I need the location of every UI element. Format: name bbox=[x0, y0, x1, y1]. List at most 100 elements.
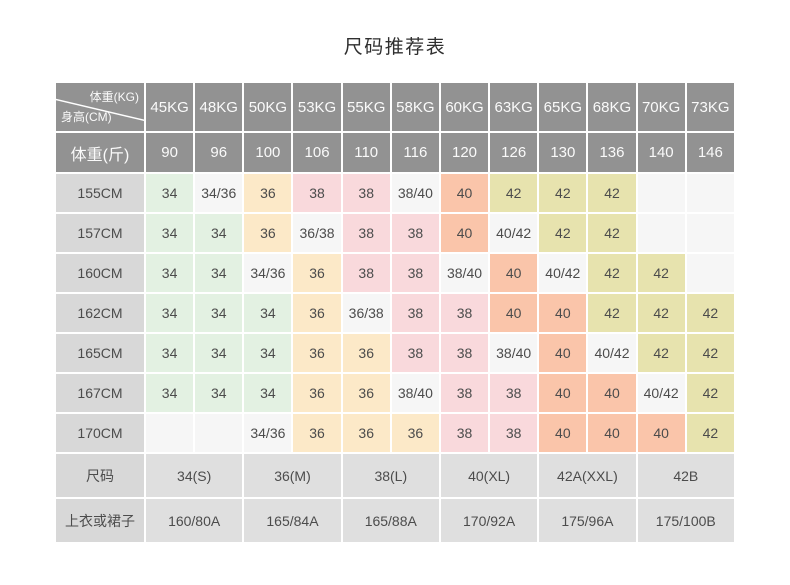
jin-value-cell: 90 bbox=[143, 131, 196, 174]
size-cell: 40/42 bbox=[537, 252, 589, 294]
size-cell: 42 bbox=[586, 292, 638, 334]
size-cell: 36 bbox=[291, 332, 343, 374]
size-cell: 40 bbox=[537, 292, 589, 334]
size-cell: 36/38 bbox=[340, 292, 392, 334]
size-cell: 38 bbox=[438, 412, 491, 454]
size-cell: 34 bbox=[143, 292, 196, 334]
size-cell: 42 bbox=[635, 332, 687, 374]
size-cell bbox=[684, 212, 737, 254]
kg-header-cell: 58KG bbox=[389, 81, 441, 133]
size-cell: 34/36 bbox=[242, 252, 294, 294]
size-cell: 40 bbox=[537, 372, 589, 414]
size-grid-body: 155CM 34 34/36 36 38 38 38/40 40 42 42 42 157CM 34 34… bbox=[54, 172, 737, 454]
jin-value-cell: 126 bbox=[488, 131, 540, 174]
jin-value-cell: 100 bbox=[242, 131, 294, 174]
size-cell: 34 bbox=[242, 332, 294, 374]
kg-header-cell: 68KG bbox=[586, 81, 638, 133]
height-row: 155CM 34 34/36 36 38 38 38/40 40 42 42 42 bbox=[54, 172, 737, 214]
page-title: 尺码推荐表 bbox=[343, 37, 447, 58]
jin-value-cell: 146 bbox=[684, 131, 737, 174]
size-cell bbox=[143, 412, 196, 454]
size-cell: 34 bbox=[193, 292, 245, 334]
size-cell: 38 bbox=[488, 412, 540, 454]
size-cell: 40 bbox=[586, 372, 638, 414]
height-row: 170CM 34/36 36 36 36 38 38 40 40 40 42 bbox=[54, 412, 737, 454]
size-cell: 38/40 bbox=[389, 172, 441, 214]
size-cell: 38 bbox=[340, 252, 392, 294]
size-cell: 40 bbox=[488, 252, 540, 294]
kg-header-cell: 70KG bbox=[635, 81, 687, 133]
size-cell: 42 bbox=[488, 172, 540, 214]
size-cell: 40 bbox=[438, 212, 491, 254]
size-name-cell: 40(XL) bbox=[438, 452, 540, 499]
size-cell: 42 bbox=[586, 252, 638, 294]
size-cell: 38 bbox=[340, 212, 392, 254]
kg-header-cell: 63KG bbox=[488, 81, 540, 133]
garment-spec-row: 上衣或裙子 160/80A 165/84A 165/88A 170/92A 175/96… bbox=[54, 497, 737, 544]
size-chart-table: 体重(KG) 身高(CM) 45KG 48KG 50KG 53KG 55KG 58KG 60… bbox=[54, 81, 737, 544]
size-cell: 34 bbox=[143, 212, 196, 254]
size-cell: 34 bbox=[143, 372, 196, 414]
kg-header-cell: 55KG bbox=[340, 81, 392, 133]
size-cell: 36 bbox=[340, 412, 392, 454]
corner-weight-label: 体重(KG) bbox=[89, 90, 139, 104]
size-cell: 42 bbox=[586, 172, 638, 214]
size-cell: 34 bbox=[193, 252, 245, 294]
height-label-cell: 157CM bbox=[54, 212, 146, 254]
weight-jin-header-row: 体重(斤) 90 96 100 106 110 116 120 126 130 136 140 146 bbox=[54, 131, 737, 174]
size-cell: 38 bbox=[488, 372, 540, 414]
size-cell: 36 bbox=[242, 172, 294, 214]
size-cell: 36 bbox=[340, 372, 392, 414]
kg-header-cell: 65KG bbox=[537, 81, 589, 133]
jin-label-cell: 体重(斤) bbox=[54, 131, 146, 174]
size-cell: 40/42 bbox=[488, 212, 540, 254]
size-cell: 34/36 bbox=[193, 172, 245, 214]
size-name-cell: 38(L) bbox=[340, 452, 441, 499]
jin-value-cell: 106 bbox=[291, 131, 343, 174]
jin-value-cell: 120 bbox=[438, 131, 491, 174]
size-cell: 42 bbox=[537, 212, 589, 254]
size-cell: 40 bbox=[537, 412, 589, 454]
garment-spec-cell: 175/100B bbox=[635, 497, 737, 544]
size-cell: 40/42 bbox=[586, 332, 638, 374]
size-name-cell: 36(M) bbox=[242, 452, 343, 499]
jin-value-cell: 136 bbox=[586, 131, 638, 174]
size-name-row: 尺码 34(S) 36(M) 38(L) 40(XL) 42A(XXL) 42B bbox=[54, 452, 737, 499]
size-cell: 38 bbox=[389, 252, 441, 294]
size-cell: 40 bbox=[635, 412, 687, 454]
size-cell: 36 bbox=[340, 332, 392, 374]
size-cell: 34 bbox=[242, 292, 294, 334]
corner-header-cell: 体重(KG) 身高(CM) bbox=[54, 81, 146, 133]
kg-header-cell: 60KG bbox=[438, 81, 491, 133]
garment-spec-cell: 165/88A bbox=[340, 497, 441, 544]
size-cell: 34 bbox=[193, 372, 245, 414]
size-cell bbox=[635, 172, 687, 214]
height-label-cell: 167CM bbox=[54, 372, 146, 414]
weight-kg-header-row: 体重(KG) 身高(CM) 45KG 48KG 50KG 53KG 55KG 58KG 60… bbox=[54, 81, 737, 133]
kg-header-cell: 50KG bbox=[242, 81, 294, 133]
height-row: 160CM 34 34 34/36 36 38 38 38/40 40 40/42 42 42 bbox=[54, 252, 737, 294]
jin-value-cell: 96 bbox=[193, 131, 245, 174]
kg-header-cell: 73KG bbox=[684, 81, 737, 133]
size-cell: 40 bbox=[537, 332, 589, 374]
size-name-cell: 42B bbox=[635, 452, 737, 499]
size-name-cell: 34(S) bbox=[143, 452, 245, 499]
size-cell: 42 bbox=[684, 372, 737, 414]
garment-spec-cell: 175/96A bbox=[537, 497, 638, 544]
corner-height-label: 身高(CM) bbox=[61, 110, 112, 124]
size-name-cell: 42A(XXL) bbox=[537, 452, 638, 499]
size-cell: 38 bbox=[438, 292, 491, 334]
size-cell: 34 bbox=[193, 332, 245, 374]
kg-header-cell: 45KG bbox=[143, 81, 196, 133]
size-cell bbox=[684, 252, 737, 294]
size-cell: 38/40 bbox=[488, 332, 540, 374]
height-row: 165CM 34 34 34 36 36 38 38 38/40 40 40/42 42 42 bbox=[54, 332, 737, 374]
size-cell: 36 bbox=[291, 412, 343, 454]
size-cell: 38 bbox=[438, 332, 491, 374]
size-cell: 40 bbox=[488, 292, 540, 334]
size-chart-page: 尺码推荐表 体重(KG) 身高(CM) 45KG 48KG 50KG 53KG 55KG… bbox=[54, 37, 737, 544]
size-cell: 40 bbox=[438, 172, 491, 214]
size-cell: 34/36 bbox=[242, 412, 294, 454]
size-cell: 38/40 bbox=[389, 372, 441, 414]
garment-spec-cell: 160/80A bbox=[143, 497, 245, 544]
